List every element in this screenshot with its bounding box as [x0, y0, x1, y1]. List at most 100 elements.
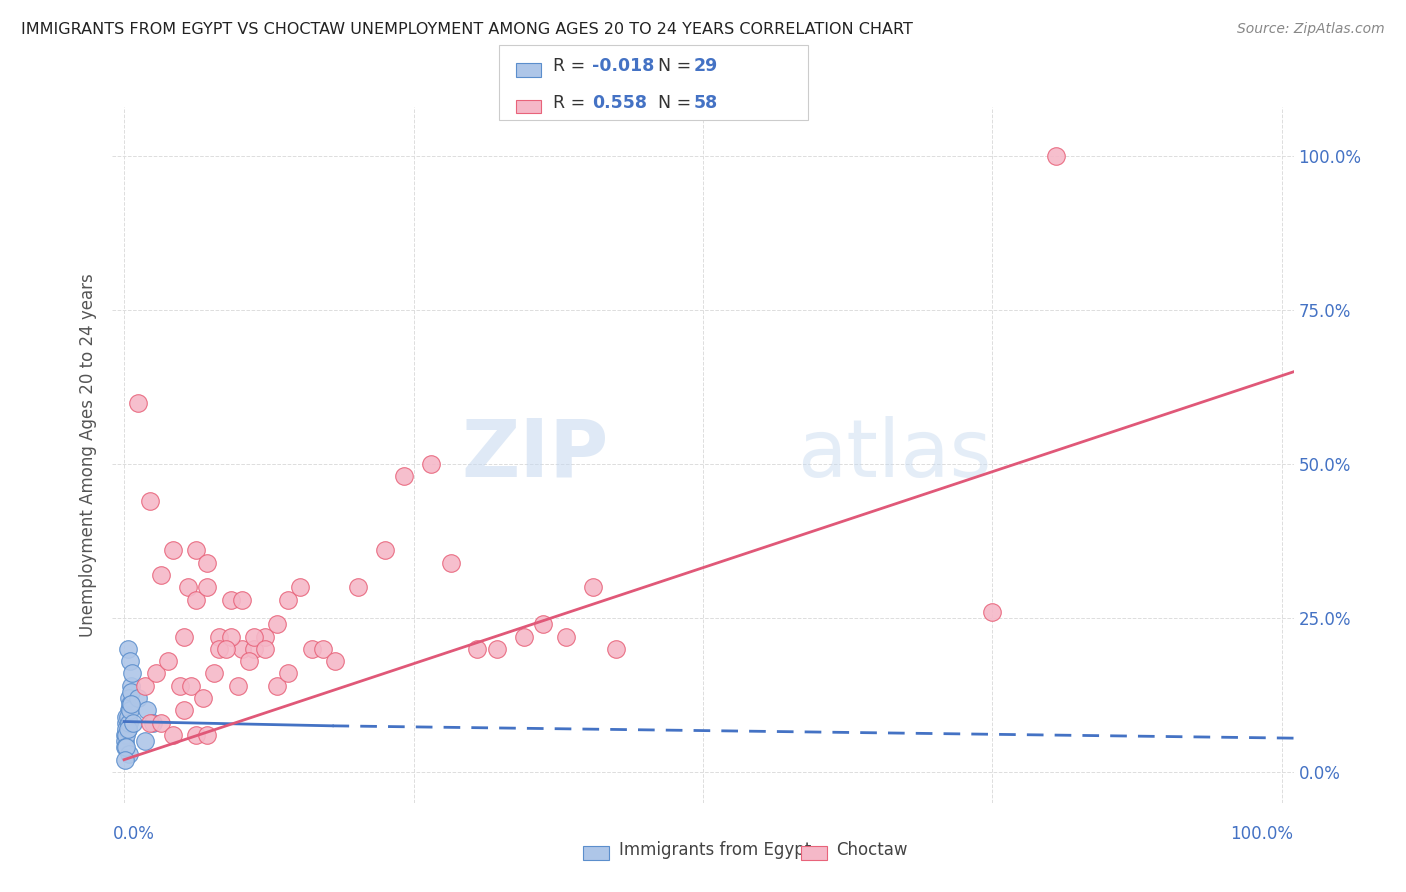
Point	[118, 703, 141, 717]
Text: Immigrants from Egypt: Immigrants from Egypt	[619, 841, 811, 859]
Point	[115, 740, 138, 755]
Point	[122, 715, 145, 730]
Point	[312, 641, 335, 656]
Point	[120, 698, 142, 712]
Point	[145, 666, 167, 681]
Point	[173, 630, 195, 644]
Point	[465, 641, 488, 656]
Text: 29: 29	[693, 57, 717, 75]
Point	[254, 641, 277, 656]
Point	[1045, 149, 1067, 163]
Text: Source: ZipAtlas.com: Source: ZipAtlas.com	[1237, 22, 1385, 37]
Point	[120, 679, 142, 693]
Point	[197, 556, 219, 570]
Point	[173, 703, 195, 717]
Point	[120, 685, 142, 699]
Point	[115, 709, 138, 723]
Text: N =: N =	[658, 57, 697, 75]
Point	[118, 715, 141, 730]
Point	[266, 679, 288, 693]
Point	[117, 722, 139, 736]
Point	[169, 679, 191, 693]
Y-axis label: Unemployment Among Ages 20 to 24 years: Unemployment Among Ages 20 to 24 years	[79, 273, 97, 637]
Text: -0.018: -0.018	[592, 57, 654, 75]
Point	[219, 592, 242, 607]
Point	[242, 630, 264, 644]
Point	[277, 666, 299, 681]
Point	[238, 654, 260, 668]
Text: 58: 58	[693, 94, 717, 112]
Point	[254, 630, 277, 644]
Point	[215, 641, 238, 656]
Point	[138, 715, 160, 730]
Point	[266, 617, 288, 632]
Point	[121, 666, 143, 681]
Text: ZIP: ZIP	[461, 416, 609, 494]
Point	[582, 580, 605, 594]
Text: N =: N =	[658, 94, 697, 112]
Point	[177, 580, 200, 594]
Point	[184, 592, 207, 607]
Text: atlas: atlas	[797, 416, 991, 494]
Point	[134, 734, 156, 748]
Point	[117, 709, 139, 723]
Point	[162, 543, 184, 558]
Point	[202, 666, 225, 681]
Point	[118, 698, 141, 712]
Text: Choctaw: Choctaw	[837, 841, 908, 859]
Point	[118, 691, 141, 706]
Point	[197, 580, 219, 594]
Point	[184, 728, 207, 742]
Point	[208, 630, 231, 644]
Point	[115, 722, 138, 736]
Point	[219, 630, 242, 644]
Point	[117, 641, 139, 656]
Point	[136, 703, 159, 717]
Point	[191, 691, 214, 706]
Point	[531, 617, 554, 632]
Point	[162, 728, 184, 742]
Point	[605, 641, 627, 656]
Point	[197, 728, 219, 742]
Text: IMMIGRANTS FROM EGYPT VS CHOCTAW UNEMPLOYMENT AMONG AGES 20 TO 24 YEARS CORRELAT: IMMIGRANTS FROM EGYPT VS CHOCTAW UNEMPLO…	[21, 22, 912, 37]
Point	[512, 630, 534, 644]
Point	[117, 722, 139, 736]
Point	[127, 395, 149, 409]
Point	[150, 715, 173, 730]
Point	[138, 494, 160, 508]
Point	[374, 543, 396, 558]
Text: R =: R =	[553, 57, 591, 75]
Point	[180, 679, 202, 693]
Point	[127, 691, 149, 706]
Point	[419, 457, 441, 471]
Point	[118, 654, 141, 668]
Point	[118, 703, 141, 717]
Point	[277, 592, 299, 607]
Point	[323, 654, 346, 668]
Point	[231, 641, 253, 656]
Point	[114, 734, 136, 748]
Point	[184, 543, 207, 558]
Text: 0.0%: 0.0%	[112, 825, 155, 843]
Point	[394, 469, 416, 483]
Text: R =: R =	[553, 94, 596, 112]
Point	[981, 605, 1004, 619]
Point	[347, 580, 370, 594]
Point	[114, 740, 136, 755]
Point	[301, 641, 323, 656]
Point	[226, 679, 249, 693]
Point	[208, 641, 231, 656]
Point	[555, 630, 578, 644]
Point	[150, 568, 173, 582]
Text: 100.0%: 100.0%	[1230, 825, 1294, 843]
Point	[115, 728, 138, 742]
Point	[485, 641, 508, 656]
Point	[288, 580, 311, 594]
Point	[114, 728, 136, 742]
Point	[231, 592, 253, 607]
Point	[439, 556, 461, 570]
Point	[142, 715, 165, 730]
Point	[118, 747, 141, 761]
Text: 0.558: 0.558	[592, 94, 647, 112]
Point	[134, 679, 156, 693]
